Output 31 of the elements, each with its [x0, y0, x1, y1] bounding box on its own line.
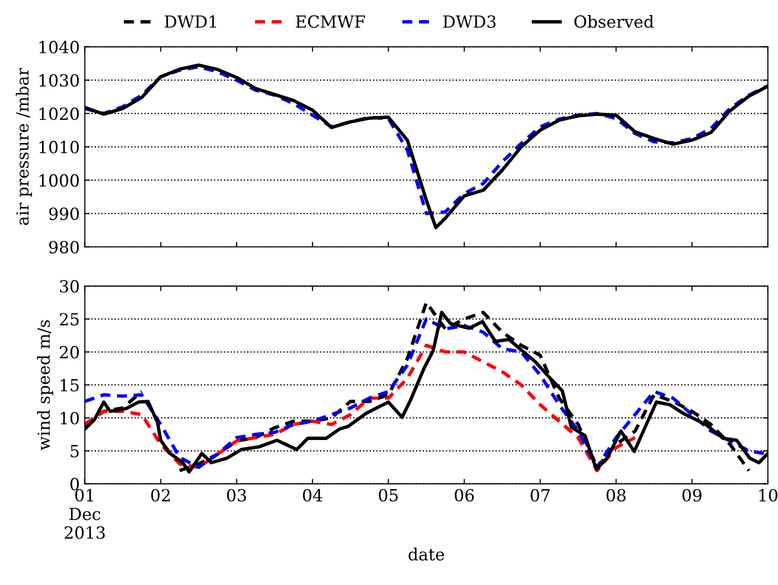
x-tick-label: 04 — [302, 488, 322, 502]
legend-label: ECMWF — [296, 15, 365, 28]
x-tick-label: 07 — [530, 488, 550, 502]
y-tick-label: 980 — [49, 240, 79, 254]
y-tick-label: 1010 — [40, 140, 79, 154]
y-tick-label: 990 — [49, 207, 79, 220]
y-tick-label: 0 — [70, 478, 79, 490]
y-tick-label: 10 — [60, 412, 79, 424]
x-tick-label: 05 — [378, 488, 398, 502]
y-tick-label: 1020 — [40, 107, 79, 120]
legend-label: DWD3 — [443, 15, 496, 28]
x-tick-label: 10 — [759, 488, 778, 502]
x-tick-label: 02 — [151, 488, 170, 502]
y-tick-label: 20 — [60, 346, 79, 359]
legend-label: Observed — [574, 15, 654, 28]
legend-label: DWD1 — [164, 15, 216, 28]
y-tick-label: 15 — [60, 378, 79, 392]
y-axis-title: wind speed m/s — [37, 320, 54, 450]
y-tick-label: 30 — [60, 280, 79, 293]
x-tick-label: 03 — [227, 488, 246, 502]
x-tick-label: 06 — [454, 488, 474, 502]
y-tick-label: 25 — [60, 312, 79, 326]
x-axis-title: date — [408, 548, 444, 561]
x-tick-label: 08 — [606, 488, 626, 502]
x-tick-label: 09 — [682, 488, 702, 502]
y-tick-label: 1030 — [40, 74, 79, 87]
y-tick-label: 5 — [70, 445, 79, 458]
line-series — [84, 344, 637, 472]
y-axis-title: air pressure /mbar — [16, 68, 32, 225]
y-tick-label: 1040 — [40, 40, 79, 54]
y-tick-label: 1000 — [40, 174, 79, 187]
